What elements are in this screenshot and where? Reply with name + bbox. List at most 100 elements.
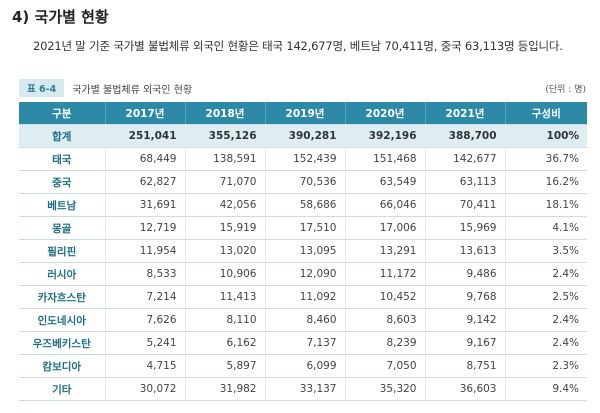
value-cell: 392,196 <box>344 124 425 148</box>
value-cell: 33,137 <box>264 377 345 401</box>
value-cell: 31,982 <box>184 377 265 401</box>
value-cell: 17,006 <box>344 216 425 240</box>
value-cell: 7,137 <box>264 331 345 355</box>
row-label-cell: 몽골 <box>19 216 105 240</box>
value-cell: 8,110 <box>184 308 265 332</box>
value-cell: 9,486 <box>424 262 505 286</box>
row-label-cell: 우즈베키스탄 <box>19 331 105 355</box>
value-cell: 9,142 <box>424 308 505 332</box>
table-row: 인도네시아 7,626 8,110 8,460 8,603 9,142 2.4% <box>19 308 587 332</box>
value-cell: 6,099 <box>264 354 345 378</box>
value-cell: 355,126 <box>184 124 265 148</box>
value-cell: 10,452 <box>344 285 425 309</box>
table-row: 필리핀 11,954 13,020 13,095 13,291 13,613 3.5% <box>19 239 587 263</box>
table-row: 러시아 8,533 10,906 12,090 11,172 9,486 2.4% <box>19 262 587 286</box>
value-cell: 12,090 <box>264 262 345 286</box>
table-row: 베트남 31,691 42,056 58,686 66,046 70,411 18.1% <box>19 193 587 217</box>
value-cell: 11,954 <box>104 239 185 263</box>
column-header: 2017년 <box>104 102 185 125</box>
value-cell: 63,549 <box>344 170 425 194</box>
table-row: 몽골 12,719 15,919 17,510 17,006 15,969 4.1% <box>19 216 587 240</box>
row-label-cell: 기타 <box>19 377 105 401</box>
value-cell: 4.1% <box>504 216 587 240</box>
row-label-cell: 인도네시아 <box>19 308 105 332</box>
value-cell: 10,906 <box>184 262 265 286</box>
value-cell: 71,070 <box>184 170 265 194</box>
value-cell: 66,046 <box>344 193 425 217</box>
value-cell: 2.4% <box>504 331 587 355</box>
value-cell: 388,700 <box>424 124 505 148</box>
value-cell: 13,095 <box>264 239 345 263</box>
value-cell: 13,020 <box>184 239 265 263</box>
value-cell: 9.4% <box>504 377 587 401</box>
value-cell: 152,439 <box>264 147 345 171</box>
table-caption: 표 6-4 국가별 불법체류 외국인 현황 <box>19 79 192 97</box>
value-cell: 62,827 <box>104 170 185 194</box>
value-cell: 68,449 <box>104 147 185 171</box>
table-row: 기타 30,072 31,982 33,137 35,320 36,603 9.4% <box>19 377 587 401</box>
value-cell: 15,919 <box>184 216 265 240</box>
value-cell: 17,510 <box>264 216 345 240</box>
value-cell: 58,686 <box>264 193 345 217</box>
value-cell: 36.7% <box>504 147 587 171</box>
row-label-cell: 중국 <box>19 170 105 194</box>
value-cell: 8,533 <box>104 262 185 286</box>
value-cell: 100% <box>504 124 587 148</box>
value-cell: 151,468 <box>344 147 425 171</box>
value-cell: 8,751 <box>424 354 505 378</box>
value-cell: 390,281 <box>264 124 345 148</box>
table-row: 카자흐스탄 7,214 11,413 11,092 10,452 9,768 2.5% <box>19 285 587 309</box>
table-row-total: 합계 251,041 355,126 390,281 392,196 388,700 100… <box>19 124 587 148</box>
value-cell: 36,603 <box>424 377 505 401</box>
value-cell: 2.4% <box>504 262 587 286</box>
value-cell: 16.2% <box>504 170 587 194</box>
value-cell: 13,613 <box>424 239 505 263</box>
table-body: 합계 251,041 355,126 390,281 392,196 388,700 100… <box>19 124 587 401</box>
value-cell: 8,603 <box>344 308 425 332</box>
row-label-cell: 카자흐스탄 <box>19 285 105 309</box>
row-label-cell: 태국 <box>19 147 105 171</box>
table-header-row: 구분 2017년 2018년 2019년 2020년 2021년 구성비 <box>19 102 587 125</box>
value-cell: 13,291 <box>344 239 425 263</box>
row-label-cell: 캄보디아 <box>19 354 105 378</box>
illegal-residents-table: 구분 2017년 2018년 2019년 2020년 2021년 구성비 합계 2… <box>19 102 587 401</box>
row-label-cell: 합계 <box>19 124 105 148</box>
value-cell: 9,768 <box>424 285 505 309</box>
value-cell: 4,715 <box>104 354 185 378</box>
value-cell: 3.5% <box>504 239 587 263</box>
value-cell: 11,172 <box>344 262 425 286</box>
intro-text: 2021년 말 기준 국가별 불법체류 외국인 현황은 태국 142,677명,… <box>33 39 563 53</box>
column-header: 2018년 <box>184 102 265 125</box>
value-cell: 42,056 <box>184 193 265 217</box>
unit-note: (단위 : 명) <box>545 85 586 95</box>
value-cell: 142,677 <box>424 147 505 171</box>
column-header: 구분 <box>19 102 105 125</box>
value-cell: 251,041 <box>104 124 185 148</box>
value-cell: 7,626 <box>104 308 185 332</box>
value-cell: 7,050 <box>344 354 425 378</box>
value-cell: 8,460 <box>264 308 345 332</box>
value-cell: 2.4% <box>504 308 587 332</box>
row-label-cell: 필리핀 <box>19 239 105 263</box>
value-cell: 11,092 <box>264 285 345 309</box>
table-row: 우즈베키스탄 5,241 6,162 7,137 8,239 9,167 2.4% <box>19 331 587 355</box>
table-number-badge: 표 6-4 <box>19 79 65 97</box>
table-row: 중국 62,827 71,070 70,536 63,549 63,113 16.2% <box>19 170 587 194</box>
value-cell: 9,167 <box>424 331 505 355</box>
value-cell: 7,214 <box>104 285 185 309</box>
column-header: 구성비 <box>504 102 587 125</box>
column-header: 2019년 <box>264 102 345 125</box>
section-title: 4) 국가별 현황 <box>12 8 109 26</box>
value-cell: 8,239 <box>344 331 425 355</box>
value-cell: 5,897 <box>184 354 265 378</box>
value-cell: 70,411 <box>424 193 505 217</box>
column-header: 2021년 <box>424 102 505 125</box>
table-row: 태국 68,449 138,591 152,439 151,468 142,677 36.7… <box>19 147 587 171</box>
column-header: 2020년 <box>344 102 425 125</box>
value-cell: 12,719 <box>104 216 185 240</box>
table-caption-text: 국가별 불법체류 외국인 현황 <box>72 84 193 96</box>
table-row: 캄보디아 4,715 5,897 6,099 7,050 8,751 2.3% <box>19 354 587 378</box>
value-cell: 31,691 <box>104 193 185 217</box>
value-cell: 5,241 <box>104 331 185 355</box>
value-cell: 30,072 <box>104 377 185 401</box>
